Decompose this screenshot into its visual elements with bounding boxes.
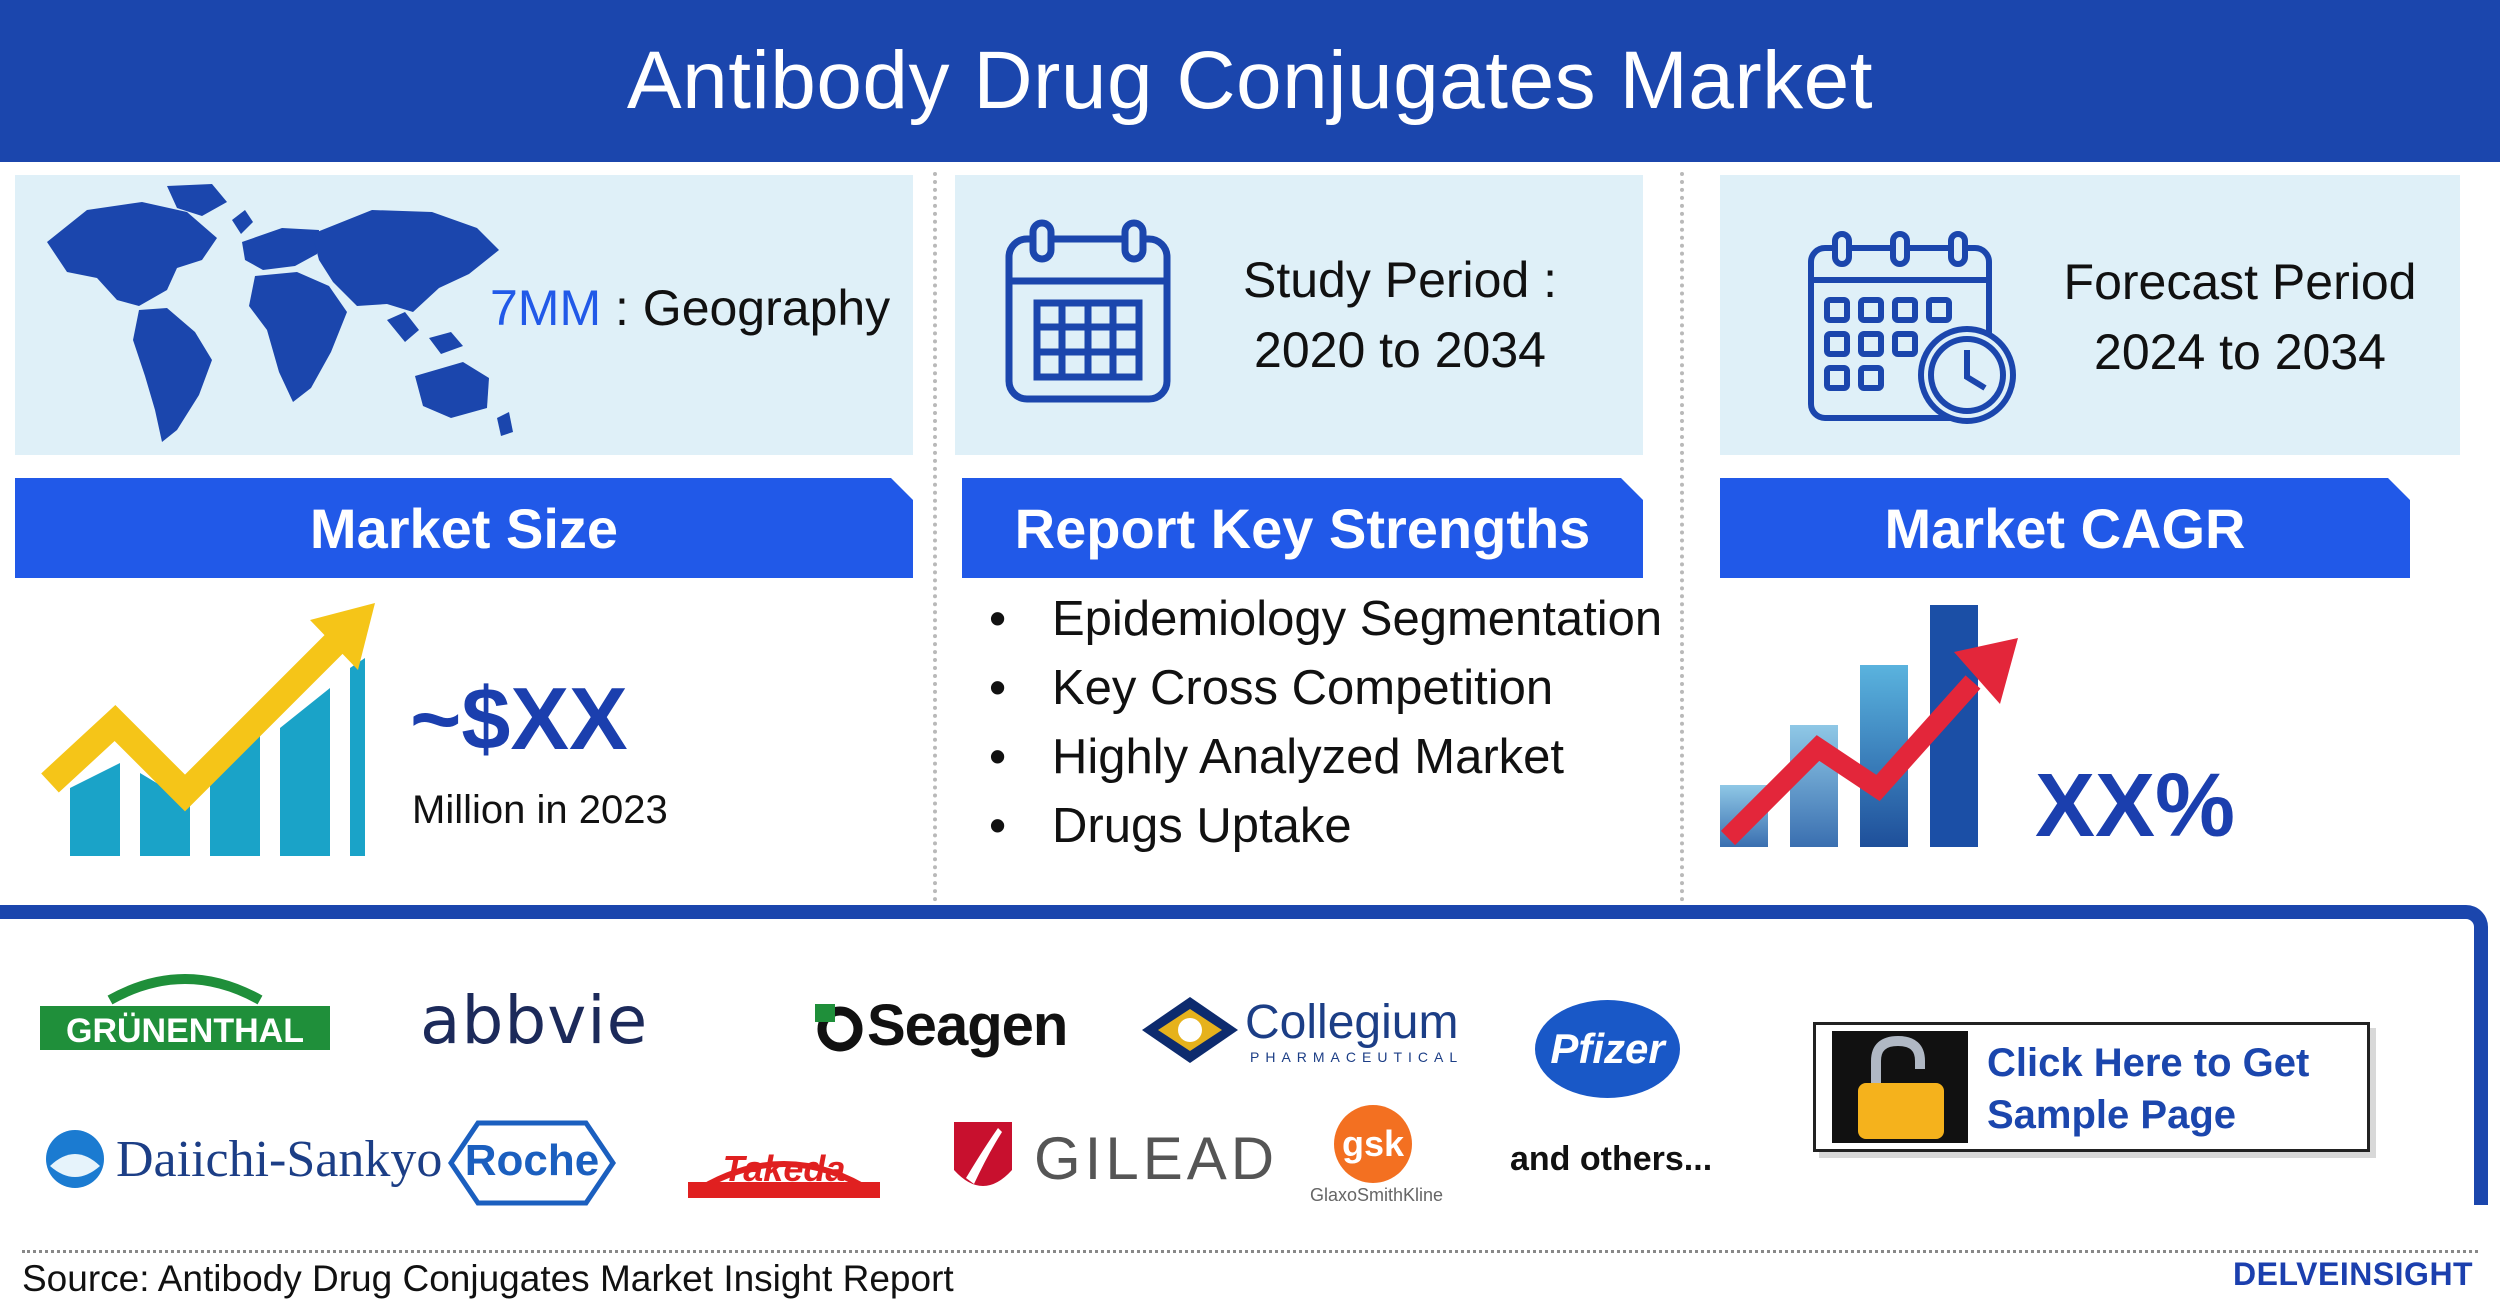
market-size-bar: Market Size <box>15 478 913 578</box>
geography-value: 7MM <box>490 280 602 336</box>
geography-tile: 7MM : Geography <box>15 175 913 455</box>
roche-logo: Roche <box>448 1120 616 1206</box>
gsk-text: gsk <box>1341 1123 1405 1164</box>
market-cagr-value: XX% <box>2035 756 2236 856</box>
abbvie-logo: abbvie <box>420 982 649 1059</box>
collegium-diamond-icon <box>1142 997 1238 1063</box>
gilead-text: GILEAD <box>1034 1125 1279 1192</box>
forecast-period-label: Forecast Period <box>2063 254 2417 310</box>
source-text: Source: Antibody Drug Conjugates Market … <box>22 1258 954 1299</box>
delveinsight-logo: DELVEINSIGHT <box>2233 1256 2474 1292</box>
geography-label: : Geography <box>615 280 891 336</box>
forecast-period-tile: Forecast Period 2024 to 2034 <box>1720 175 2460 455</box>
calendar-clock-icon <box>1808 231 2016 424</box>
market-size-heading: Market Size <box>309 496 619 560</box>
grunenthal-text: GRÜNENTHAL <box>66 1012 304 1050</box>
strength-item: Drugs Uptake <box>985 792 1662 861</box>
and-others-text: and others... <box>1510 1140 1713 1178</box>
study-period-value: 2020 to 2034 <box>1254 322 1546 378</box>
strength-item: Highly Analyzed Market <box>985 723 1662 792</box>
cta-text: Click Here to Get Sample Page <box>1987 1037 2309 1141</box>
collegium-text: Collegium <box>1245 996 1459 1049</box>
roche-hexagon-icon <box>448 1120 616 1206</box>
strength-item: Epidemiology Segmentation <box>985 585 1662 654</box>
footer-divider <box>22 1250 2478 1253</box>
forecast-period-text: Forecast Period 2024 to 2034 <box>2035 247 2445 387</box>
geography-text: 7MM : Geography <box>490 273 890 343</box>
market-cagr-bar: Market CAGR <box>1720 478 2410 578</box>
cagr-chart-icon <box>1720 605 2018 847</box>
column-divider-left <box>933 172 937 902</box>
collegium-subtext: PHARMACEUTICAL <box>1250 1049 1464 1065</box>
daiichi-sankyo-text: Daiichi-Sankyo <box>116 1131 443 1188</box>
get-sample-page-button[interactable]: Click Here to Get Sample Page <box>1813 1022 2370 1152</box>
takeda-mark-icon <box>688 1161 880 1198</box>
lock-panel <box>1832 1031 1968 1143</box>
growth-chart-icon <box>41 603 375 856</box>
cta-line-1: Click Here to Get <box>1987 1041 2310 1085</box>
key-strengths-bar: Report Key Strengths <box>962 478 1643 578</box>
daiichi-circle-icon <box>46 1130 104 1188</box>
lock-icon <box>1858 1035 1944 1139</box>
roche-text: Roche <box>464 1136 600 1185</box>
study-period-label: Study Period : <box>1242 252 1558 308</box>
market-size-value: ~$XX <box>410 669 628 768</box>
header-banner: Antibody Drug Conjugates Market <box>0 0 2500 162</box>
study-period-tile: Study Period : 2020 to 2034 <box>955 175 1643 455</box>
gsk-circle-icon: gsk <box>1334 1105 1412 1183</box>
seagen-ring-icon <box>815 1004 863 1052</box>
study-period-text: Study Period : 2020 to 2034 <box>1175 245 1625 385</box>
companies-frame <box>0 905 2488 1205</box>
forecast-period-value: 2024 to 2034 <box>2094 324 2386 380</box>
world-map-icon <box>47 184 513 442</box>
column-divider-right <box>1680 172 1684 902</box>
gilead-shield-icon <box>954 1122 1012 1186</box>
key-strengths-list: Epidemiology Segmentation Key Cross Comp… <box>985 585 1662 861</box>
pfizer-logo: Pfizer <box>1535 1000 1680 1098</box>
seagen-text: Seagen <box>867 993 1068 1058</box>
cta-line-2: Sample Page <box>1987 1093 2237 1137</box>
grunenthal-arch-icon <box>40 974 330 1050</box>
calendar-icon <box>1005 219 1171 403</box>
strength-item: Key Cross Competition <box>985 654 1662 723</box>
takeda-text: Takeda <box>722 1148 846 1189</box>
gsk-logo: gsk GlaxoSmithKline <box>1310 1105 1450 1205</box>
gsk-subtext: GlaxoSmithKline <box>1310 1185 1444 1205</box>
takeda-logo: Takeda <box>686 1140 882 1200</box>
page-title: Antibody Drug Conjugates Market <box>626 35 1874 126</box>
key-strengths-heading: Report Key Strengths <box>1014 496 1591 560</box>
market-size-note: Million in 2023 <box>412 788 668 832</box>
pfizer-text: Pfizer <box>1550 1025 1665 1072</box>
market-cagr-heading: Market CAGR <box>1884 496 2246 560</box>
